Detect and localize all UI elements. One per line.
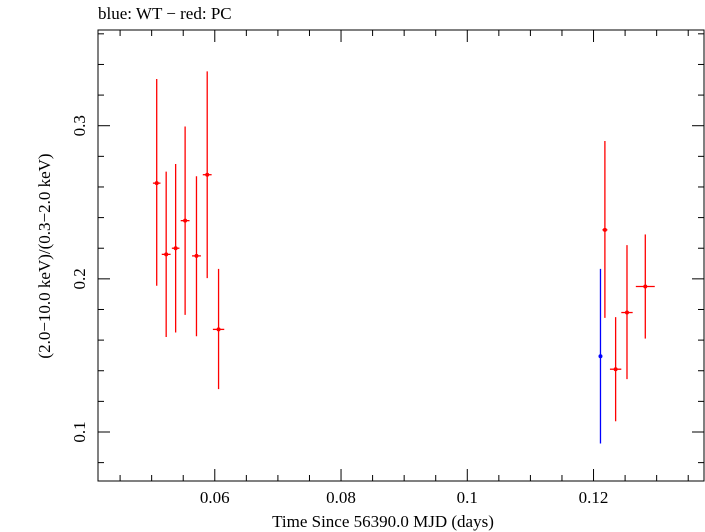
data-point: [152, 79, 161, 286]
point-marker: [602, 227, 607, 232]
point-marker: [598, 354, 603, 359]
point-marker: [216, 327, 221, 332]
y-axis-label: (2.0−10.0 keV)/(0.3−2.0 keV): [35, 153, 54, 358]
data-point: [212, 268, 225, 390]
x-tick-label: 0.08: [326, 488, 356, 507]
point-marker: [173, 246, 178, 251]
point-marker: [205, 172, 210, 177]
data-point: [602, 141, 608, 318]
chart-title: blue: WT − red: PC: [98, 4, 232, 23]
data-point: [161, 171, 171, 338]
data-point: [635, 234, 655, 339]
data-points: [152, 71, 655, 444]
data-point: [180, 126, 190, 315]
point-marker: [643, 284, 648, 289]
data-point: [609, 317, 622, 422]
data-point: [171, 163, 180, 333]
plot-frame: [97, 29, 705, 482]
data-point: [192, 176, 201, 337]
point-marker: [613, 367, 618, 372]
point-marker: [154, 181, 159, 186]
x-axis-ticks: 0.06 0.08 0.1 0.12: [119, 30, 689, 507]
x-tick-label: 0.1: [457, 488, 478, 507]
point-marker: [194, 253, 199, 258]
y-tick-label: 0.3: [70, 115, 89, 136]
point-marker: [183, 218, 188, 223]
point-marker: [624, 310, 629, 315]
point-marker: [164, 252, 169, 257]
data-point: [621, 245, 633, 380]
y-axis-ticks: 0.1 0.2 0.3: [70, 33, 704, 464]
data-point: [598, 268, 603, 444]
x-axis-label: Time Since 56390.0 MJD (days): [272, 512, 494, 531]
y-tick-label: 0.1: [70, 421, 89, 442]
x-tick-label: 0.12: [579, 488, 609, 507]
y-tick-label: 0.2: [70, 268, 89, 289]
data-point: [202, 71, 212, 279]
x-tick-label: 0.06: [200, 488, 230, 507]
